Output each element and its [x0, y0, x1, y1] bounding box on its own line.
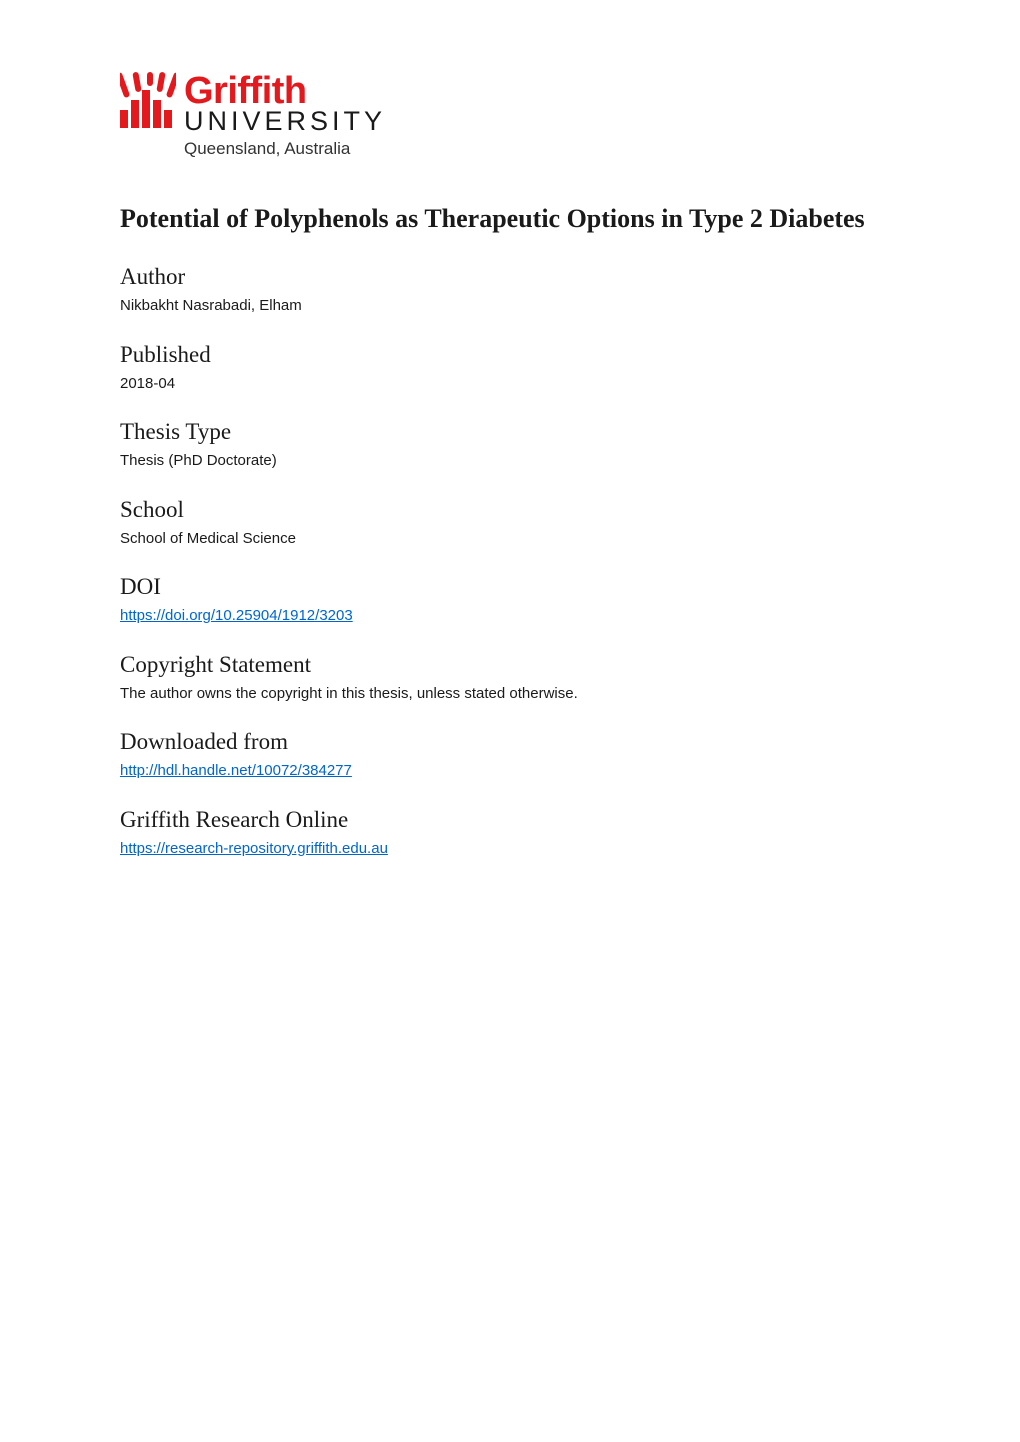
section-heading: Downloaded from	[120, 729, 900, 755]
section-school: School School of Medical Science	[120, 497, 900, 549]
section-downloaded-from: Downloaded from http://hdl.handle.net/10…	[120, 729, 900, 781]
section-text: School of Medical Science	[120, 529, 900, 549]
section-text: Nikbakht Nasrabadi, Elham	[120, 296, 900, 316]
section-copyright: Copyright Statement The author owns the …	[120, 652, 900, 704]
section-heading: Author	[120, 264, 900, 290]
section-thesis-type: Thesis Type Thesis (PhD Doctorate)	[120, 419, 900, 471]
section-text: Thesis (PhD Doctorate)	[120, 451, 900, 471]
logo-brand-bottom: UNIVERSITY	[184, 108, 386, 135]
section-author: Author Nikbakht Nasrabadi, Elham	[120, 264, 900, 316]
section-heading: School	[120, 497, 900, 523]
handle-link[interactable]: http://hdl.handle.net/10072/384277	[120, 762, 352, 779]
paper-title: Potential of Polyphenols as Therapeutic …	[120, 201, 900, 236]
logo-tagline: Queensland, Australia	[184, 139, 386, 159]
section-heading: DOI	[120, 574, 900, 600]
griffith-logo-icon	[120, 72, 176, 128]
section-doi: DOI https://doi.org/10.25904/1912/3203	[120, 574, 900, 626]
section-heading: Thesis Type	[120, 419, 900, 445]
logo-text-block: Griffith UNIVERSITY Queensland, Australi…	[184, 72, 386, 159]
section-text: 2018-04	[120, 374, 900, 394]
repository-link[interactable]: https://research-repository.griffith.edu…	[120, 840, 388, 857]
section-published: Published 2018-04	[120, 342, 900, 394]
section-heading: Griffith Research Online	[120, 807, 900, 833]
section-heading: Copyright Statement	[120, 652, 900, 678]
logo-brand-top: Griffith	[184, 72, 386, 110]
logo-container: Griffith UNIVERSITY Queensland, Australi…	[120, 72, 900, 159]
doi-link[interactable]: https://doi.org/10.25904/1912/3203	[120, 607, 353, 624]
section-heading: Published	[120, 342, 900, 368]
section-text: The author owns the copyright in this th…	[120, 684, 900, 704]
section-griffith-research-online: Griffith Research Online https://researc…	[120, 807, 900, 859]
